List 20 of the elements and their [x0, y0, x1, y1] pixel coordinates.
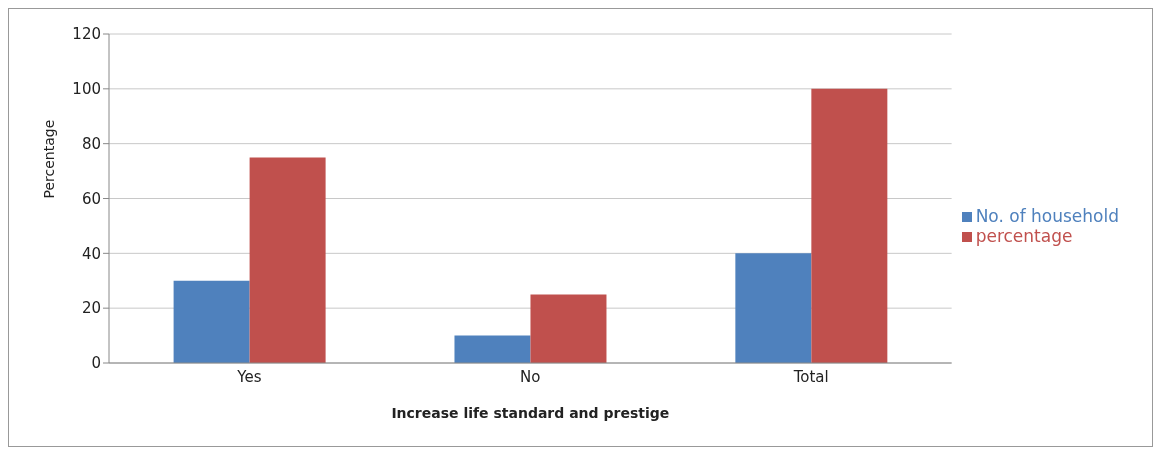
bar	[249, 157, 326, 363]
legend-label: percentage	[975, 226, 1073, 246]
y-tick-label: 120	[72, 25, 101, 44]
y-tick-label: 80	[81, 134, 101, 153]
y-tick-label: 60	[81, 189, 101, 208]
bar	[454, 335, 531, 363]
y-tick-label: 20	[81, 299, 101, 318]
y-tick-label: 100	[72, 80, 101, 99]
x-axis-title: Increase life standard and prestige	[391, 405, 670, 421]
x-tick-label: Total	[792, 367, 829, 386]
x-tick-label: No	[520, 367, 541, 386]
bar	[530, 294, 607, 363]
legend-label: No. of household	[975, 206, 1119, 226]
bar	[811, 88, 888, 363]
bar	[173, 280, 250, 363]
x-tick-label: Yes	[236, 367, 262, 386]
bar	[735, 253, 812, 363]
y-tick-label: 40	[81, 244, 101, 263]
y-tick-label: 0	[91, 354, 101, 373]
y-axis-title: Percentage	[40, 119, 57, 199]
